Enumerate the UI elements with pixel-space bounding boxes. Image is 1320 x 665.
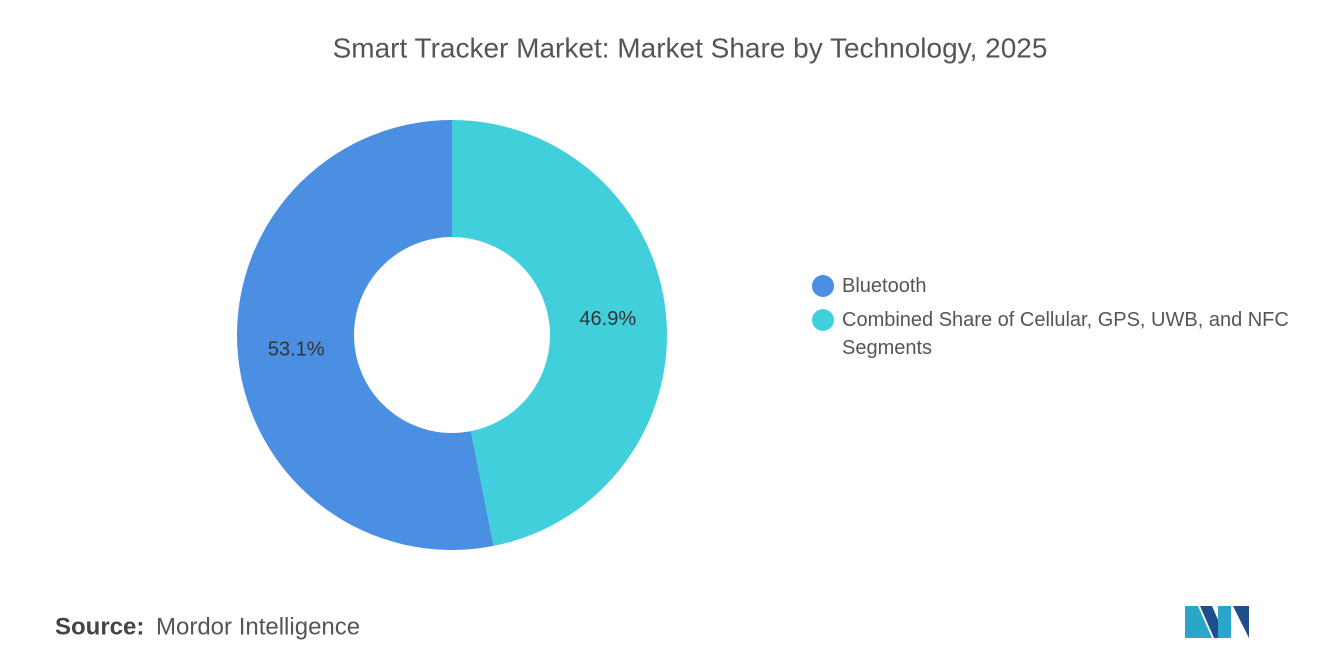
data-label: 53.1% bbox=[268, 338, 325, 360]
legend: Bluetooth Combined Share of Cellular, GPS… bbox=[812, 272, 1292, 368]
legend-label: Combined Share of Cellular, GPS, UWB, an… bbox=[842, 309, 1289, 359]
chart-title: Smart Tracker Market: Market Share by Te… bbox=[333, 32, 1048, 63]
source-text: Mordor Intelligence bbox=[156, 613, 360, 640]
legend-item: Bluetooth bbox=[812, 272, 1292, 300]
logo bbox=[1185, 606, 1249, 638]
legend-swatch bbox=[812, 309, 834, 331]
legend-label: Bluetooth bbox=[842, 275, 927, 297]
legend-swatch bbox=[812, 275, 834, 297]
data-label: 46.9% bbox=[579, 308, 636, 330]
donut-slice bbox=[452, 120, 667, 546]
legend-item: Combined Share of Cellular, GPS, UWB, an… bbox=[812, 306, 1292, 362]
source-label: Source: bbox=[55, 613, 144, 640]
donut-slice bbox=[236, 120, 494, 551]
